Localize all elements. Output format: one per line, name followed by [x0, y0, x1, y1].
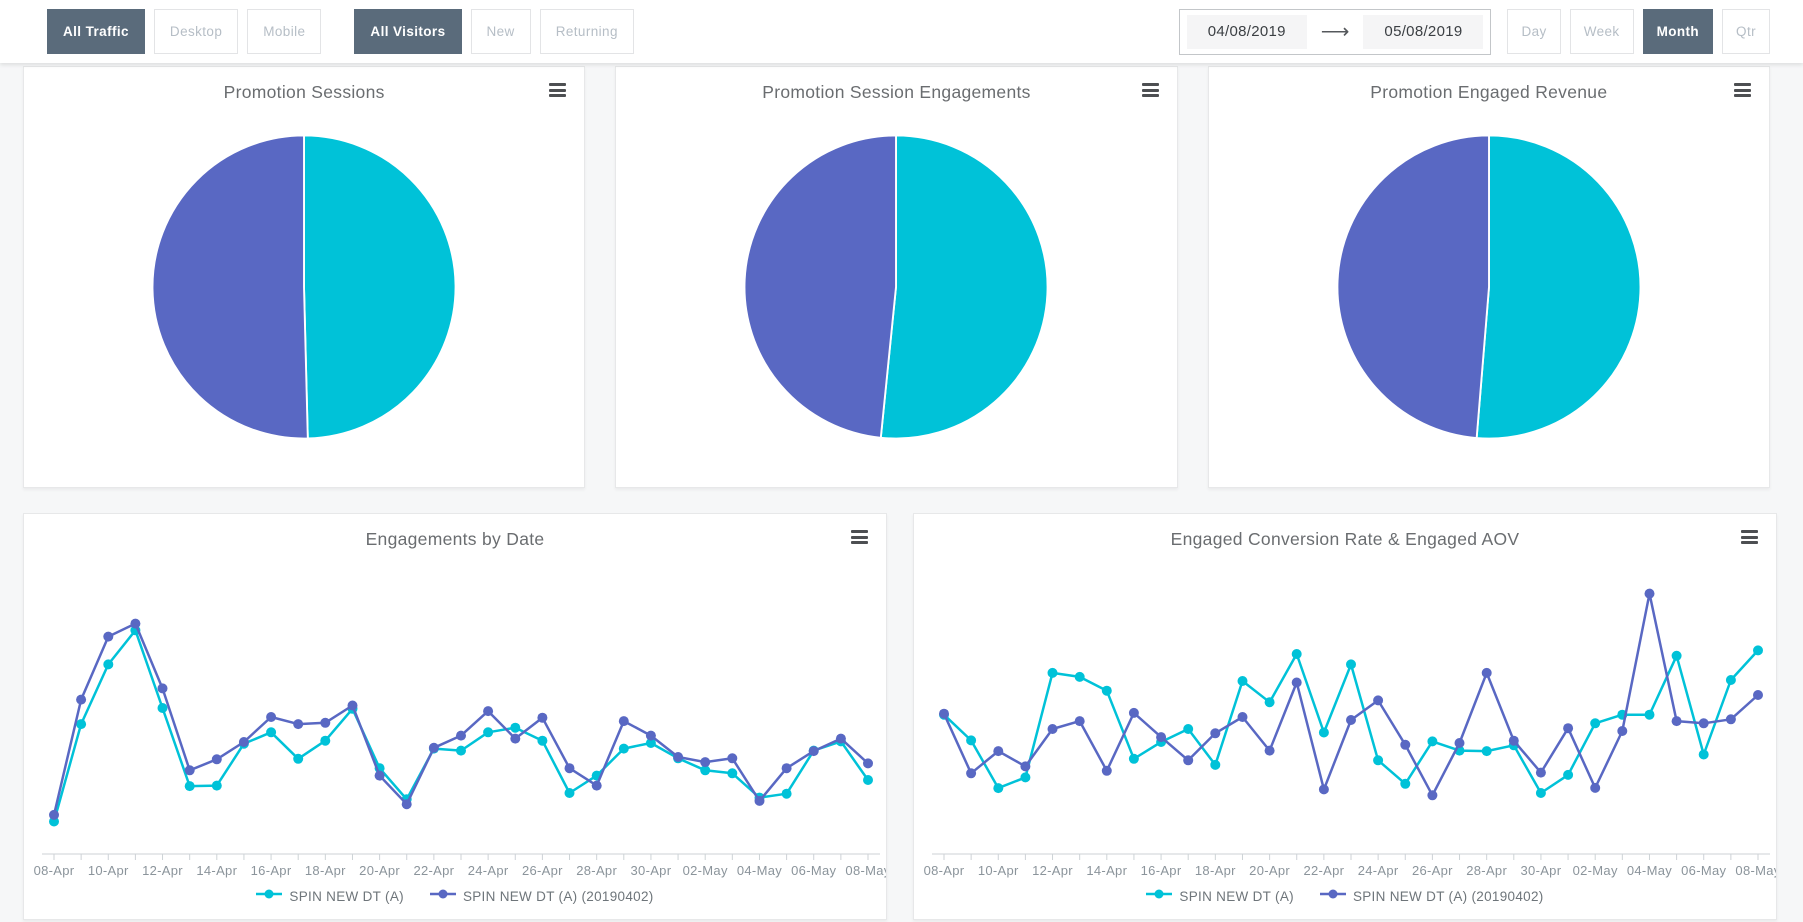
visitor-filter-group: All Visitors New Returning — [354, 9, 642, 54]
svg-text:24-Apr: 24-Apr — [1358, 863, 1399, 878]
legend-item-series-a[interactable]: SPIN NEW DT (A) — [256, 887, 404, 905]
chart-context-menu-icon[interactable] — [851, 530, 868, 547]
pie-chart-row: Promotion Sessions Promotion Session Eng… — [0, 63, 1803, 488]
svg-text:12-Apr: 12-Apr — [142, 863, 183, 878]
pie-chart[interactable] — [735, 126, 1057, 448]
svg-text:08-Apr: 08-Apr — [34, 863, 75, 878]
legend-item-series-b[interactable]: SPIN NEW DT (A) (20190402) — [1319, 887, 1544, 905]
granularity-day-button[interactable]: Day — [1507, 9, 1561, 54]
svg-text:06-May: 06-May — [791, 863, 836, 878]
promotion-session-engagements-panel: Promotion Session Engagements — [615, 66, 1178, 488]
svg-text:26-Apr: 26-Apr — [1412, 863, 1453, 878]
svg-text:16-Apr: 16-Apr — [251, 863, 292, 878]
chart-context-menu-icon[interactable] — [549, 83, 567, 100]
start-date-input[interactable]: 04/08/2019 — [1186, 14, 1307, 49]
granularity-week-button[interactable]: Week — [1569, 9, 1634, 54]
filter-all-traffic-button[interactable]: All Traffic — [47, 9, 145, 54]
chart-context-menu-icon[interactable] — [1733, 83, 1751, 100]
filter-new-button[interactable]: New — [470, 9, 531, 54]
legend-label: SPIN NEW DT (A) — [289, 888, 404, 904]
pie-chart[interactable] — [143, 126, 465, 448]
svg-text:10-Apr: 10-Apr — [978, 863, 1019, 878]
legend-item-series-a[interactable]: SPIN NEW DT (A) — [1146, 887, 1294, 905]
engaged-conversion-rate-aov-panel: Engaged Conversion Rate & Engaged AOV 08… — [913, 513, 1777, 920]
traffic-filter-group: All Traffic Desktop Mobile — [47, 9, 330, 54]
line-chart[interactable]: 08-Apr 10-Apr 12-Apr 14-Apr 16-Apr 18-Apr 20-A… — [24, 551, 886, 881]
chart-title: Promotion Session Engagements — [762, 82, 1031, 102]
svg-text:06-May: 06-May — [1681, 863, 1726, 878]
chart-context-menu-icon[interactable] — [1141, 83, 1159, 100]
svg-text:04-May: 04-May — [737, 863, 782, 878]
svg-text:18-Apr: 18-Apr — [305, 863, 346, 878]
chart-context-menu-icon[interactable] — [1741, 530, 1758, 547]
chart-legend: SPIN NEW DT (A) SPIN NEW DT (A) (2019040… — [24, 881, 886, 911]
chart-title: Engagements by Date — [365, 529, 545, 549]
svg-text:08-May: 08-May — [1735, 863, 1776, 878]
svg-text:14-Apr: 14-Apr — [1086, 863, 1127, 878]
end-date-input[interactable]: 05/08/2019 — [1363, 14, 1484, 49]
chart-title: Promotion Sessions — [223, 82, 385, 102]
svg-text:16-Apr: 16-Apr — [1141, 863, 1182, 878]
svg-text:24-Apr: 24-Apr — [468, 863, 509, 878]
series-b-marker-icon — [429, 887, 456, 905]
granularity-qtr-button[interactable]: Qtr — [1722, 9, 1770, 54]
series-a-marker-icon — [256, 887, 283, 905]
engagements-by-date-panel: Engagements by Date 08-Apr 10-Apr 12-Apr 14… — [23, 513, 887, 920]
svg-text:28-Apr: 28-Apr — [576, 863, 617, 878]
svg-text:20-Apr: 20-Apr — [359, 863, 400, 878]
svg-text:30-Apr: 30-Apr — [631, 863, 672, 878]
svg-text:14-Apr: 14-Apr — [196, 863, 237, 878]
svg-text:02-May: 02-May — [683, 863, 728, 878]
date-range-picker[interactable]: 04/08/2019 ⟶ 05/08/2019 — [1178, 8, 1492, 55]
svg-text:12-Apr: 12-Apr — [1032, 863, 1073, 878]
filter-returning-button[interactable]: Returning — [539, 9, 634, 54]
svg-text:08-Apr: 08-Apr — [924, 863, 965, 878]
pie-chart[interactable] — [1328, 126, 1650, 448]
svg-text:28-Apr: 28-Apr — [1466, 863, 1507, 878]
svg-text:04-May: 04-May — [1627, 863, 1672, 878]
svg-text:26-Apr: 26-Apr — [522, 863, 563, 878]
arrow-right-icon: ⟶ — [1320, 20, 1350, 43]
svg-text:08-May: 08-May — [845, 863, 886, 878]
legend-label: SPIN NEW DT (A) — [1179, 888, 1294, 904]
legend-label: SPIN NEW DT (A) (20190402) — [1352, 888, 1544, 904]
chart-legend: SPIN NEW DT (A) SPIN NEW DT (A) (2019040… — [914, 881, 1776, 911]
legend-label: SPIN NEW DT (A) (20190402) — [462, 888, 654, 904]
svg-text:18-Apr: 18-Apr — [1195, 863, 1236, 878]
filter-all-visitors-button[interactable]: All Visitors — [354, 9, 462, 54]
granularity-group: Day Week Month Qtr — [1507, 9, 1770, 54]
chart-title: Promotion Engaged Revenue — [1370, 82, 1608, 102]
chart-title: Engaged Conversion Rate & Engaged AOV — [1170, 529, 1520, 549]
line-chart[interactable]: 08-Apr 10-Apr 12-Apr 14-Apr 16-Apr 18-Apr 20-A… — [914, 551, 1776, 881]
svg-text:22-Apr: 22-Apr — [1303, 863, 1344, 878]
filter-mobile-button[interactable]: Mobile — [247, 9, 322, 54]
legend-item-series-b[interactable]: SPIN NEW DT (A) (20190402) — [429, 887, 654, 905]
svg-text:02-May: 02-May — [1573, 863, 1618, 878]
svg-text:30-Apr: 30-Apr — [1521, 863, 1562, 878]
svg-text:10-Apr: 10-Apr — [88, 863, 129, 878]
promotion-sessions-panel: Promotion Sessions — [23, 66, 586, 488]
promotion-engaged-revenue-panel: Promotion Engaged Revenue — [1207, 66, 1770, 488]
granularity-month-button[interactable]: Month — [1642, 9, 1714, 54]
svg-text:20-Apr: 20-Apr — [1249, 863, 1290, 878]
svg-text:22-Apr: 22-Apr — [413, 863, 454, 878]
series-a-marker-icon — [1146, 887, 1173, 905]
line-chart-row: Engagements by Date 08-Apr 10-Apr 12-Apr 14… — [0, 488, 1803, 920]
filter-desktop-button[interactable]: Desktop — [153, 9, 239, 54]
series-b-marker-icon — [1319, 887, 1346, 905]
toolbar: All Traffic Desktop Mobile All Visitors … — [0, 0, 1803, 63]
